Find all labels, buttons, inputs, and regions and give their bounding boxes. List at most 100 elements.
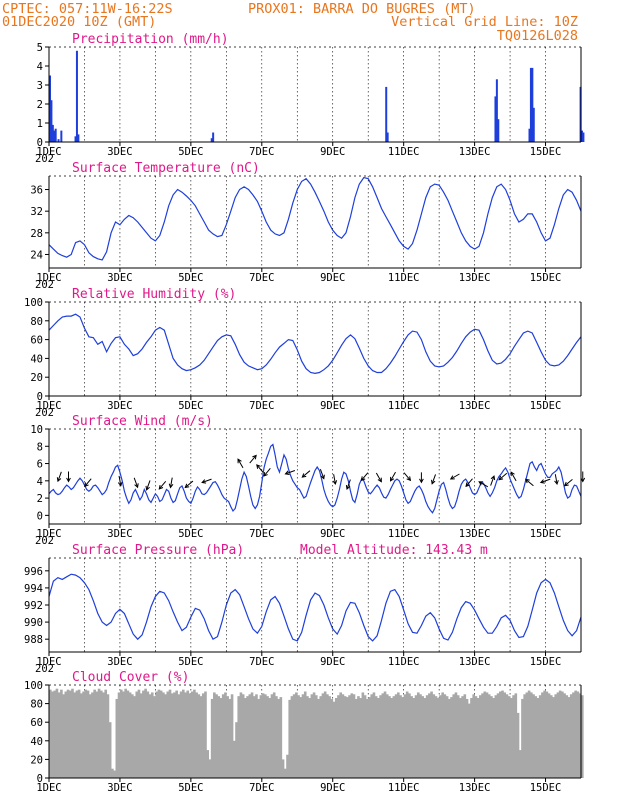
cloud-bar [439, 695, 442, 778]
x-tick-label: 9DEC [320, 528, 345, 540]
cloud-bar [102, 692, 105, 778]
cloud-bar [93, 689, 96, 778]
cloud-bar [390, 698, 393, 778]
cloud-bar [119, 689, 123, 778]
wind-arrow [490, 475, 496, 486]
cloud-bar [536, 698, 540, 778]
cloud-bar [397, 692, 400, 778]
precip-bar [75, 50, 78, 142]
cloud-bar [530, 692, 533, 778]
cloud-bar [281, 759, 285, 778]
cloud-bar [492, 698, 495, 778]
x-tick-label: 7DEC [249, 782, 274, 794]
x-tick-label: 1DEC [36, 782, 61, 794]
cloud-bar [350, 693, 354, 778]
cloud-bar [237, 696, 241, 778]
y-tick-label: 40 [30, 353, 43, 365]
cloud-bar [170, 693, 174, 778]
precip-bar [582, 132, 585, 142]
cloud-bar [452, 694, 456, 778]
cloud-bar [359, 698, 362, 778]
cloud-bar [113, 770, 116, 778]
cloud-bar [255, 694, 258, 778]
cloud-bar [363, 695, 367, 778]
panel-5: Surface Pressure (hPa) Model Altitude: 14… [24, 543, 582, 675]
cloud-bar [82, 691, 85, 778]
cloud-bar [487, 694, 491, 778]
cloud-bar [465, 698, 469, 778]
cloud-bar [405, 691, 409, 778]
cloud-bar [131, 694, 134, 778]
cloud-bar [394, 694, 398, 778]
cloud-bar [224, 692, 227, 778]
cloud-bar [368, 697, 371, 778]
precip-bar [495, 79, 498, 142]
cloud-bar [108, 722, 112, 778]
cloud-bar [332, 701, 336, 778]
cloud-bar [270, 694, 274, 778]
cloud-bar [392, 696, 396, 778]
x-tick-label: 7DEC [249, 656, 274, 668]
precip-bar [57, 139, 60, 142]
cloud-bar [60, 689, 63, 778]
cloud-bar [569, 694, 573, 778]
cloud-bar [135, 691, 139, 778]
cloud-bar [137, 689, 141, 778]
x-tick-label: 3DEC [107, 146, 132, 158]
cloud-bar [261, 693, 265, 778]
cloud-bar [343, 696, 347, 778]
cloud-bar [239, 692, 243, 778]
cloud-bar [576, 691, 580, 778]
header: CPTEC: 057:11W-16:22S PROX01: BARRA DO B… [2, 1, 578, 44]
cloud-bar [57, 692, 61, 778]
x-year-stub: 202 [35, 279, 54, 291]
cloud-bar [295, 692, 298, 778]
wind-arrow [133, 477, 139, 489]
wind-arrow [524, 478, 534, 487]
cloud-bar [556, 692, 560, 778]
cloud-bar [204, 691, 207, 778]
wind-arrow [332, 474, 338, 486]
cloud-bar [64, 691, 68, 778]
wind-arrow [319, 469, 325, 480]
cloud-bar [527, 690, 531, 778]
cloud-bar [445, 696, 449, 778]
x-tick-label: 15DEC [530, 146, 562, 158]
cloud-bar [55, 688, 59, 778]
y-tick-label: 3 [37, 80, 43, 92]
wind-arrow [284, 470, 296, 475]
cloud-bar [516, 712, 520, 778]
x-tick-label: 5DEC [178, 528, 203, 540]
cloud-bar [188, 693, 192, 778]
x-tick-label: 9DEC [320, 146, 345, 158]
cloud-bar [430, 691, 433, 778]
cloud-bar [346, 697, 349, 778]
cloud-bar [272, 692, 276, 778]
cloud-bar [186, 690, 190, 778]
x-tick-label: 5DEC [178, 272, 203, 284]
cloud-bar [485, 692, 489, 778]
cloud-bar [111, 768, 114, 778]
cloud-bar [501, 690, 504, 778]
cloud-bar [250, 692, 254, 778]
panel-title: Precipitation (mm/h) [72, 32, 229, 47]
y-tick-label: 8 [37, 441, 43, 453]
wind-arrow [184, 480, 194, 489]
cloud-bar [241, 694, 245, 778]
x-tick-label: 15DEC [530, 528, 562, 540]
cloud-bar [86, 690, 90, 778]
cloud-bar [436, 698, 440, 778]
cloud-bar [73, 692, 76, 778]
precip-bar [54, 128, 57, 142]
cloud-bar [299, 697, 303, 778]
cloud-bar [168, 689, 172, 778]
wind-arrow [145, 480, 151, 491]
cloud-bar [339, 692, 342, 778]
precip-bar [60, 130, 63, 142]
precip-bar [74, 136, 77, 142]
precip-bar [497, 119, 500, 142]
y-tick-label: 994 [24, 583, 43, 595]
cloud-bar [62, 694, 65, 778]
wind-arrow [431, 474, 436, 485]
